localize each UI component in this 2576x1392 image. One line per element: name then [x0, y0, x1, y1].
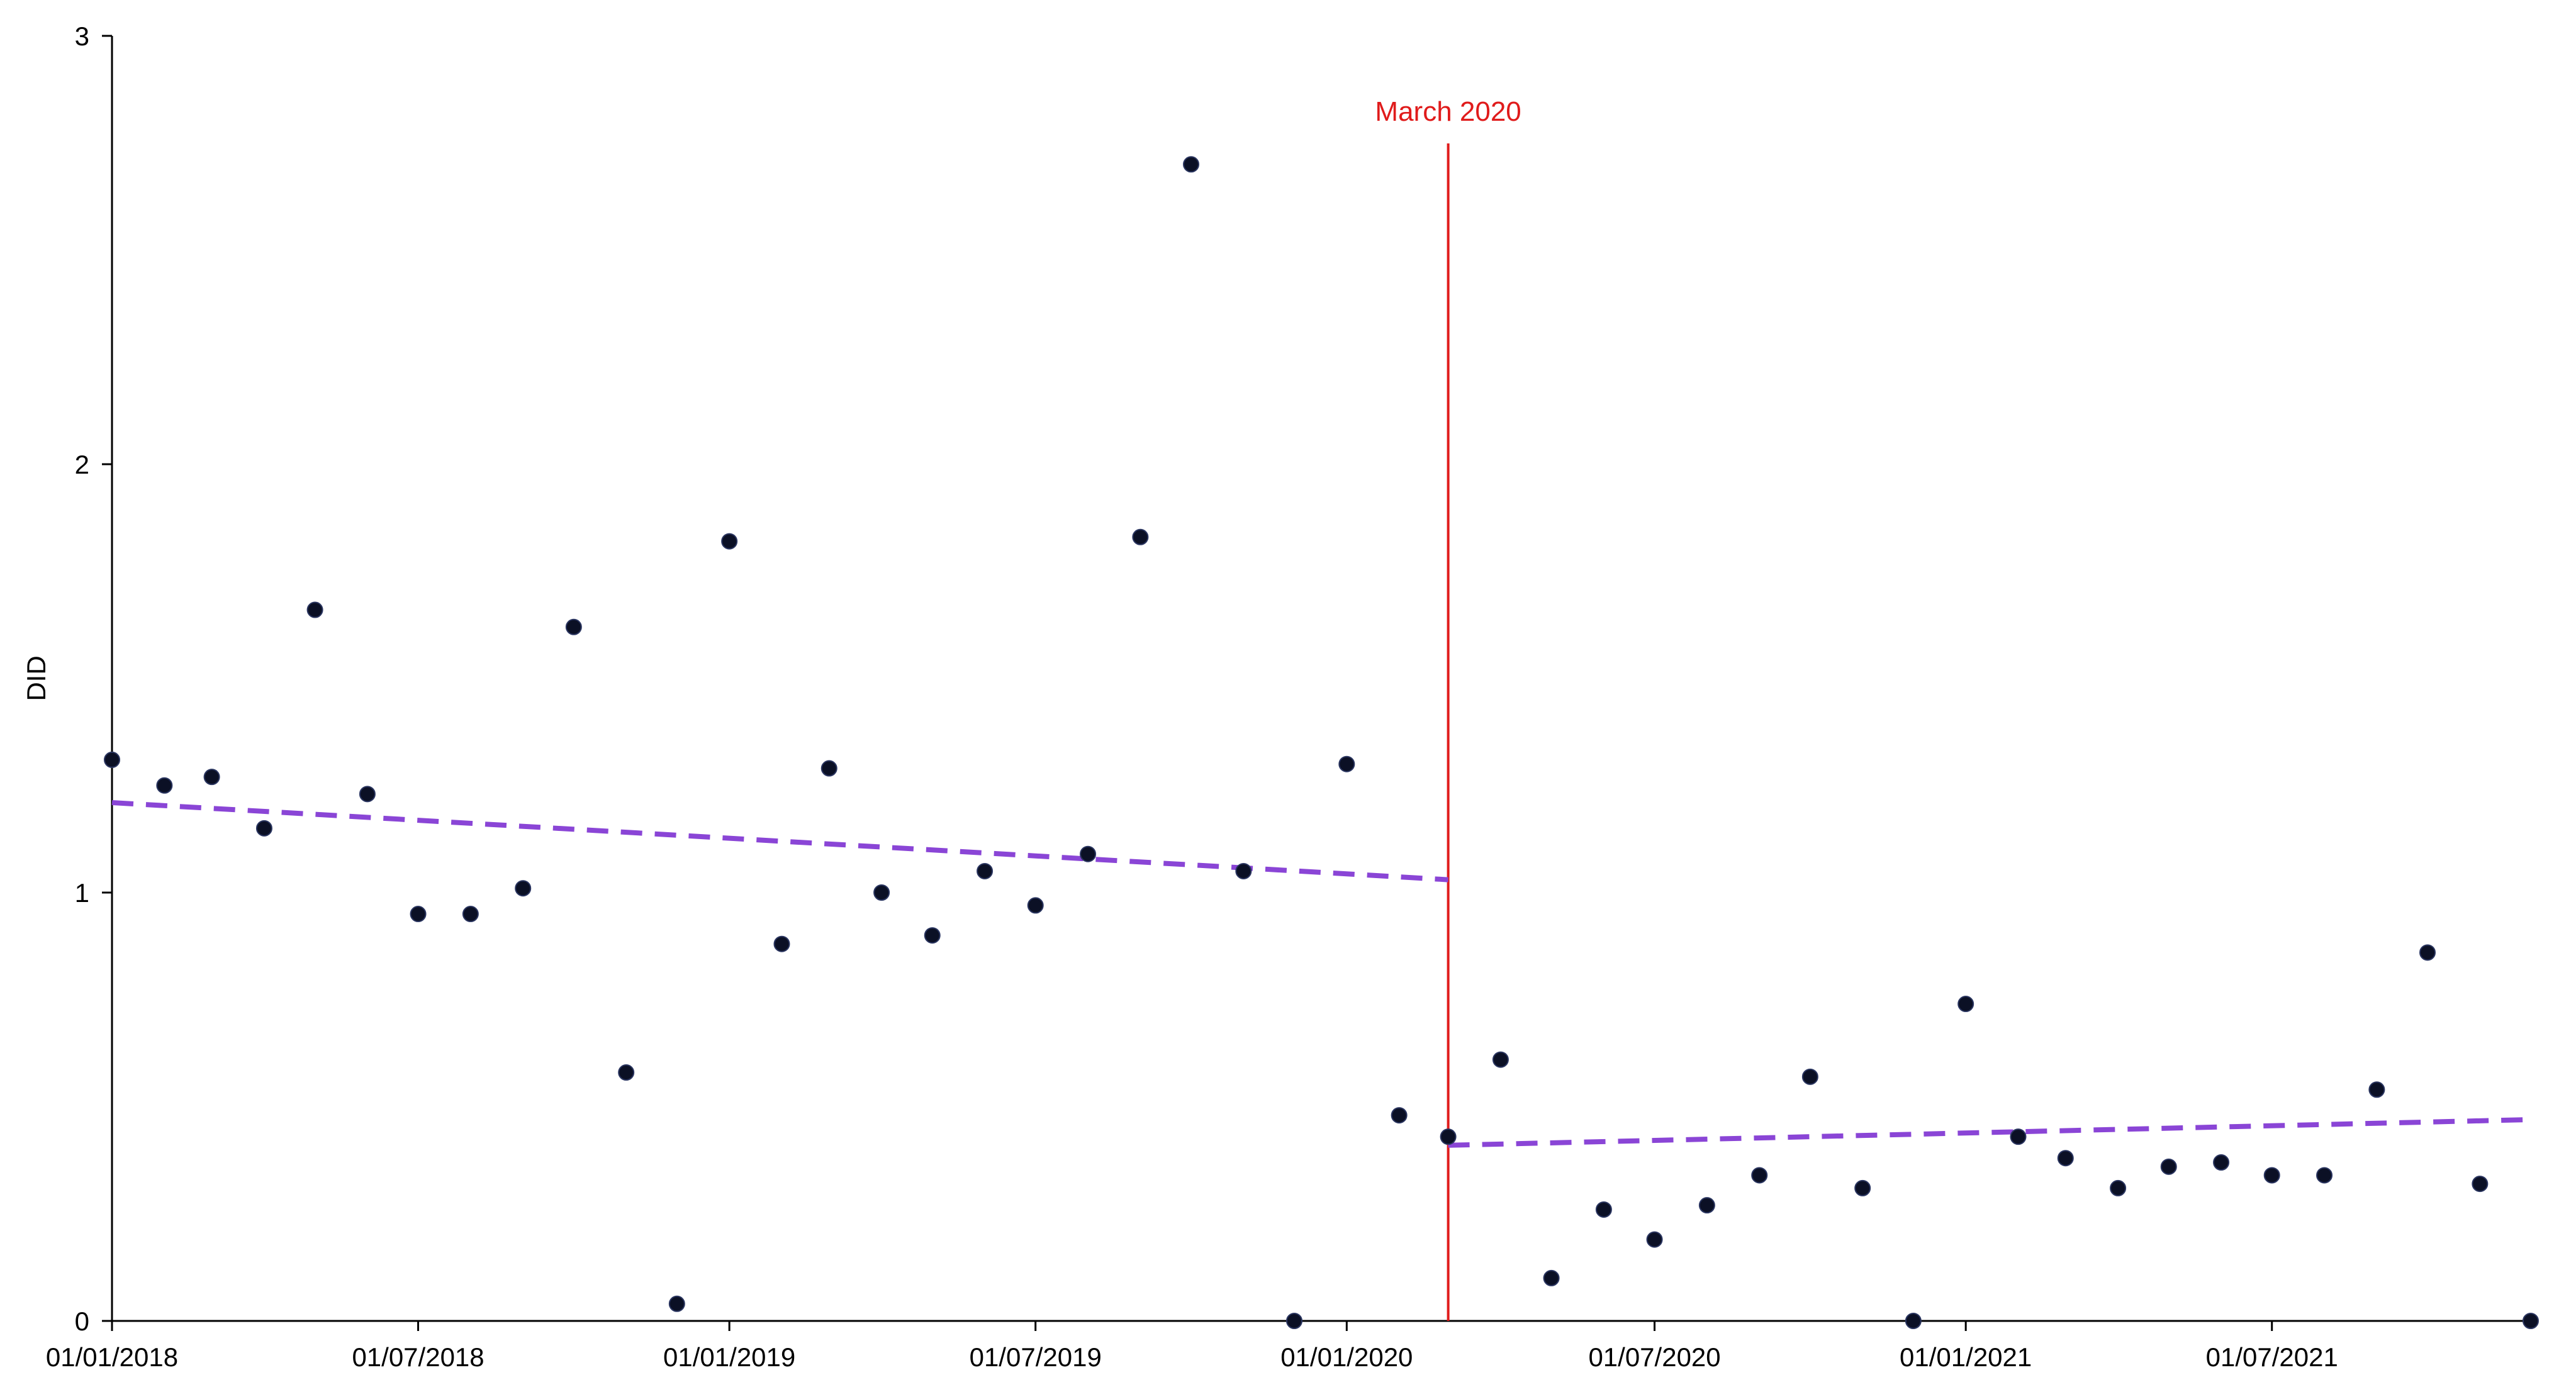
x-tick-label: 01/01/2019 [663, 1342, 795, 1372]
data-point [1338, 755, 1355, 772]
x-tick-label: 01/07/2020 [1588, 1342, 1720, 1372]
data-point [1698, 1197, 1715, 1214]
data-point [773, 935, 790, 952]
data-point [2368, 1081, 2385, 1098]
data-point [1957, 996, 1974, 1013]
data-point [668, 1295, 685, 1312]
data-point [873, 884, 890, 901]
x-tick-label: 01/07/2021 [2206, 1342, 2338, 1372]
y-axis-ticks: 0 1 2 3 [75, 21, 112, 1336]
data-point [2010, 1128, 2027, 1145]
data-point [462, 906, 479, 923]
data-point [2419, 944, 2436, 961]
data-point [1595, 1201, 1612, 1218]
march-2020-label: March 2020 [1375, 96, 1521, 127]
y-axis-title: DID [21, 655, 51, 701]
data-point [1646, 1231, 1663, 1248]
data-point [104, 751, 120, 768]
data-point [565, 618, 582, 635]
data-point [1391, 1107, 1408, 1124]
data-point [2263, 1167, 2280, 1184]
trend-line-pre [111, 799, 1448, 883]
trend-lines [111, 799, 2531, 1148]
data-point [1801, 1068, 1818, 1085]
trend-line-post [1448, 1116, 2531, 1148]
data-point [618, 1064, 635, 1081]
data-point [2057, 1150, 2074, 1167]
x-tick-label: 01/01/2018 [46, 1342, 178, 1372]
data-point [977, 862, 994, 879]
event-annotations: March 2020 [1375, 96, 1521, 1321]
data-point [359, 786, 376, 803]
x-tick-label: 01/01/2020 [1280, 1342, 1413, 1372]
y-tick-label: 2 [75, 450, 89, 479]
data-point [410, 906, 427, 923]
y-tick-label: 0 [75, 1306, 89, 1336]
x-axis-ticks: 01/01/2018 01/07/2018 01/01/2019 01/07/2019… [46, 1321, 2338, 1372]
data-point [1751, 1167, 1768, 1184]
data-points [104, 156, 2539, 1329]
data-point [203, 769, 220, 786]
data-point [1492, 1051, 1509, 1068]
x-tick-label: 01/07/2019 [970, 1342, 1102, 1372]
x-tick-label: 01/07/2018 [352, 1342, 484, 1372]
data-point [1183, 156, 1200, 173]
data-point [306, 601, 323, 618]
plot-area: 0 1 2 3 01/01/2018 01/07/2018 01/01/2019 01/07… [21, 21, 2539, 1372]
data-point [2213, 1154, 2230, 1171]
data-point [1132, 528, 1149, 545]
data-point [721, 533, 738, 550]
data-point [1543, 1269, 1560, 1286]
data-point [2160, 1158, 2177, 1175]
data-point [1027, 897, 1044, 914]
data-point [924, 927, 941, 944]
data-point [820, 760, 837, 777]
data-point [515, 880, 532, 897]
data-point [1854, 1179, 1871, 1196]
data-point [156, 777, 173, 794]
data-point [255, 820, 272, 837]
x-tick-label: 01/01/2021 [1900, 1342, 2032, 1372]
data-point [2110, 1179, 2127, 1196]
data-point [1440, 1128, 1457, 1145]
data-point [1080, 845, 1097, 862]
data-point [2523, 1313, 2539, 1329]
y-tick-label: 3 [75, 21, 89, 51]
data-point [1285, 1313, 1302, 1329]
data-point [2316, 1167, 2333, 1184]
y-tick-label: 1 [75, 878, 89, 908]
data-point [1905, 1313, 1922, 1329]
data-point [2472, 1176, 2489, 1193]
data-point [1235, 862, 1252, 879]
